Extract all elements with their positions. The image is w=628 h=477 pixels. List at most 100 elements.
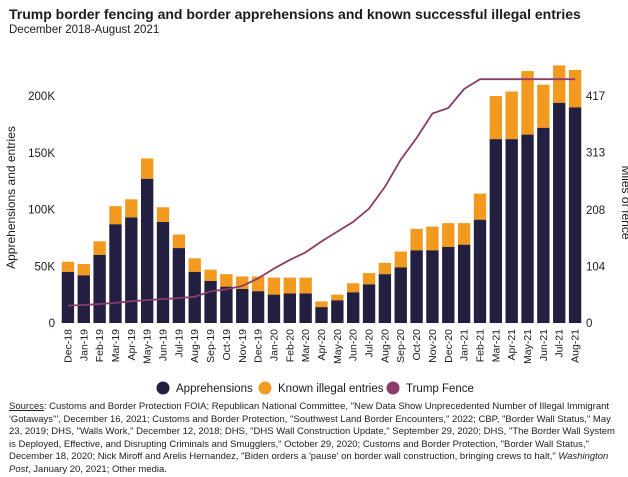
x-tick-label: May-19 <box>142 329 154 364</box>
bar-apprehensions <box>457 244 471 323</box>
bar-known-entries <box>410 228 423 251</box>
x-tick-label: Jun-21 <box>538 329 550 361</box>
legend-swatch <box>386 381 400 395</box>
x-tick-label: Sep-19 <box>205 329 217 363</box>
bar-known-entries <box>93 241 106 255</box>
x-tick-label: Mar-21 <box>490 329 502 362</box>
bar-apprehensions <box>236 288 249 323</box>
bar-known-entries <box>140 158 154 179</box>
x-tick-label: Apr-20 <box>316 329 328 361</box>
legend-label: Known illegal entries <box>278 383 384 395</box>
bar-apprehensions <box>109 224 122 323</box>
bar-apprehensions <box>568 107 582 324</box>
x-tick-label: Jan-21 <box>459 329 471 361</box>
x-tick-label: Aug-21 <box>570 329 582 363</box>
sources-publication: Washington Post <box>9 451 609 475</box>
bar-apprehensions <box>93 254 106 323</box>
x-tick-label: Mar-19 <box>110 329 122 362</box>
y-tick-right: 104 <box>586 261 606 273</box>
x-tick-label: Nov-20 <box>427 329 439 363</box>
bar-apprehensions <box>347 292 360 323</box>
bar-known-entries <box>156 207 170 223</box>
bar-known-entries <box>188 258 201 272</box>
bar-apprehensions <box>331 300 344 323</box>
bar-known-entries <box>109 206 122 225</box>
bar-apprehensions <box>378 274 392 323</box>
bar-known-entries <box>283 277 296 294</box>
legend-swatch <box>156 381 170 395</box>
bar-apprehensions <box>220 286 233 323</box>
bar-known-entries <box>77 263 90 276</box>
bar-apprehensions <box>315 307 328 323</box>
x-tick-label: Aug-20 <box>379 329 391 363</box>
bar-known-entries <box>220 274 233 287</box>
x-tick-label: Sep-20 <box>395 329 407 363</box>
x-tick-label: Dec-18 <box>62 329 74 363</box>
fence-line <box>67 78 576 307</box>
bar-apprehensions <box>283 293 296 323</box>
bar-known-entries <box>125 199 138 218</box>
bar-apprehensions <box>140 178 154 323</box>
bar-known-entries <box>505 91 518 140</box>
x-tick-label: Nov-19 <box>237 329 249 363</box>
bar-known-entries <box>362 273 376 285</box>
bar-apprehensions <box>362 284 376 323</box>
bar-apprehensions <box>426 250 439 323</box>
legend-swatch <box>258 381 272 395</box>
bar-known-entries <box>553 65 566 103</box>
y-tick-left: 150K <box>28 148 55 160</box>
x-tick-label: May-21 <box>522 329 534 364</box>
y-axis-title-left: Apprehensions and entries <box>4 126 18 269</box>
y-tick-right: 208 <box>586 205 605 217</box>
bar-apprehensions <box>505 139 518 323</box>
bar-known-entries <box>426 226 439 251</box>
x-tick-label: Dec-20 <box>443 329 455 363</box>
bar-known-entries <box>489 96 503 140</box>
bar-apprehensions <box>156 222 170 323</box>
line-layer <box>67 78 576 307</box>
x-tick-label: Feb-21 <box>474 329 486 362</box>
bar-apprehensions <box>553 102 566 323</box>
bar-known-entries <box>267 277 281 295</box>
bar-known-entries <box>315 301 328 308</box>
bar-apprehensions <box>172 248 186 323</box>
y-tick-left: 100K <box>28 205 55 217</box>
bar-known-entries <box>568 69 582 108</box>
bar-known-entries <box>204 269 217 282</box>
chart-figure: Dec-18 Jan-19 Feb-19 Mar-19 Apr-19 May-19 Jun-… <box>4 65 628 395</box>
y-tick-left: 50K <box>35 261 56 273</box>
bar-known-entries <box>537 84 550 128</box>
sources-text-2: , January 20, 2021; Other media. <box>28 463 167 475</box>
sources-label: Sources <box>9 401 44 412</box>
x-tick-label: Jan-19 <box>78 329 90 361</box>
x-tick-label: Apr-21 <box>506 329 518 361</box>
bar-apprehensions <box>251 291 265 323</box>
bar-apprehensions <box>537 127 550 324</box>
x-tick-label: Jun-20 <box>348 329 360 361</box>
chart-subtitle: December 2018-August 2021 <box>9 24 160 36</box>
y-axis-title-right: Miles of fence <box>619 165 628 239</box>
bar-known-entries <box>394 251 407 268</box>
bar-apprehensions <box>473 219 487 323</box>
y-tick-left: 0 <box>49 318 55 330</box>
legend-label: Apprehensions <box>176 383 253 395</box>
bar-apprehensions <box>125 217 138 323</box>
legend: Apprehensions Known illegal entries Trump … <box>156 381 474 395</box>
chart-title: Trump border fencing and border apprehen… <box>9 6 581 22</box>
x-tick-label: Aug-19 <box>189 329 201 363</box>
y-tick-right: 313 <box>586 148 605 160</box>
bar-known-entries <box>299 277 312 294</box>
y-tick-left: 200K <box>28 91 55 103</box>
bar-known-entries <box>442 223 455 247</box>
bar-apprehensions <box>521 134 534 323</box>
bar-known-entries <box>473 193 487 220</box>
x-tick-label: Oct-20 <box>411 329 423 361</box>
bar-layer <box>61 65 582 324</box>
x-tick-label: Feb-20 <box>284 329 296 362</box>
bar-apprehensions <box>410 250 423 323</box>
x-tick-label: Jan-20 <box>268 329 280 361</box>
y-tick-right: 0 <box>586 318 592 330</box>
bar-known-entries <box>331 294 344 301</box>
x-tick-label: Jul-20 <box>364 329 376 358</box>
x-tick-label: Mar-20 <box>300 329 312 362</box>
